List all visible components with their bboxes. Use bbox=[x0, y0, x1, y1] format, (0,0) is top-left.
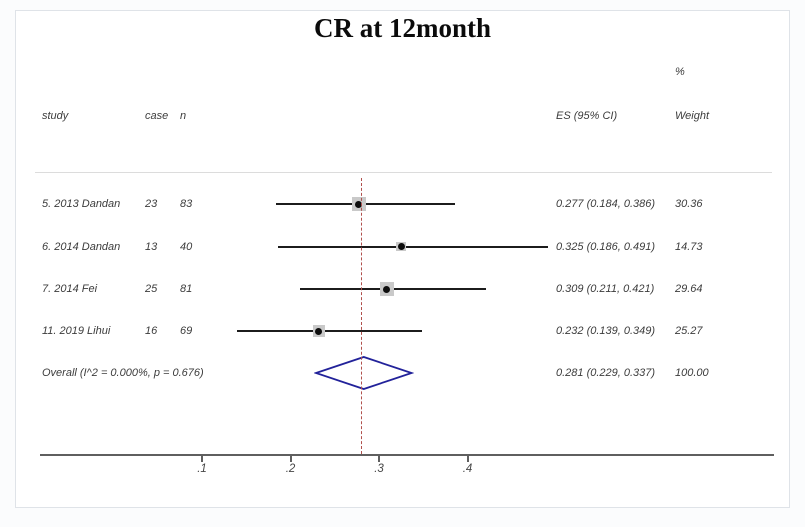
overall-dashed-line bbox=[361, 178, 363, 454]
x-axis-tick-label: .1 bbox=[197, 463, 207, 475]
x-axis-tick bbox=[466, 456, 469, 462]
x-axis-line bbox=[40, 454, 774, 456]
case-value: 23 bbox=[145, 198, 158, 210]
column-header-percent: % bbox=[675, 66, 685, 78]
overall-diamond bbox=[314, 356, 414, 390]
overall-es-ci-value: 0.281 (0.229, 0.337) bbox=[556, 367, 656, 379]
n-value: 83 bbox=[180, 198, 193, 210]
x-axis-tick-label: .2 bbox=[285, 463, 296, 475]
case-value: 16 bbox=[145, 325, 158, 337]
column-header-study: study bbox=[42, 110, 69, 122]
column-header-n: n bbox=[180, 110, 187, 122]
x-axis-tick-label: .3 bbox=[374, 463, 384, 475]
overall-weight-value: 100.00 bbox=[675, 367, 709, 379]
figure-border bbox=[15, 10, 790, 508]
es-ci-value: 0.325 (0.186, 0.491) bbox=[556, 240, 656, 253]
point-estimate-marker bbox=[315, 327, 323, 335]
study-label: 7. 2014 Fei bbox=[42, 283, 98, 295]
chart-title: CR at 12month bbox=[313, 13, 491, 43]
x-axis-tick bbox=[289, 456, 292, 462]
x-axis-tick bbox=[201, 456, 203, 462]
weight-value: 29.64 bbox=[675, 283, 703, 295]
point-estimate-marker bbox=[383, 285, 391, 293]
confidence-interval-line bbox=[278, 245, 549, 248]
column-header-case: case bbox=[145, 110, 169, 122]
n-value: 40 bbox=[180, 240, 193, 253]
point-estimate-marker bbox=[355, 200, 363, 208]
es-ci-value: 0.309 (0.211, 0.421) bbox=[556, 283, 655, 295]
n-value: 81 bbox=[180, 283, 193, 295]
x-axis-tick-label: .4 bbox=[462, 463, 473, 475]
column-header-es-ci: ES (95% CI) bbox=[556, 110, 618, 122]
study-label: 5. 2013 Dandan bbox=[42, 198, 121, 210]
overall-label: Overall (I^2 = 0.000%, p = 0.676) bbox=[42, 367, 204, 379]
point-estimate-marker bbox=[397, 243, 405, 250]
case-value: 25 bbox=[145, 283, 158, 295]
study-label: 6. 2014 Dandan bbox=[42, 240, 121, 253]
confidence-interval-line bbox=[236, 330, 423, 332]
es-ci-value: 0.277 (0.184, 0.386) bbox=[556, 198, 656, 210]
weight-value: 14.73 bbox=[675, 240, 703, 253]
weight-value: 25.27 bbox=[675, 325, 703, 337]
study-label: 11. 2019 Lihui bbox=[42, 325, 111, 337]
es-ci-value: 0.232 (0.139, 0.349) bbox=[556, 325, 656, 337]
weight-value: 30.36 bbox=[675, 198, 703, 210]
header-separator bbox=[35, 172, 772, 173]
confidence-interval-line bbox=[276, 203, 456, 205]
column-header-weight: Weight bbox=[675, 110, 710, 122]
n-value: 69 bbox=[180, 325, 193, 337]
case-value: 13 bbox=[145, 240, 158, 253]
x-axis-tick bbox=[378, 456, 380, 462]
